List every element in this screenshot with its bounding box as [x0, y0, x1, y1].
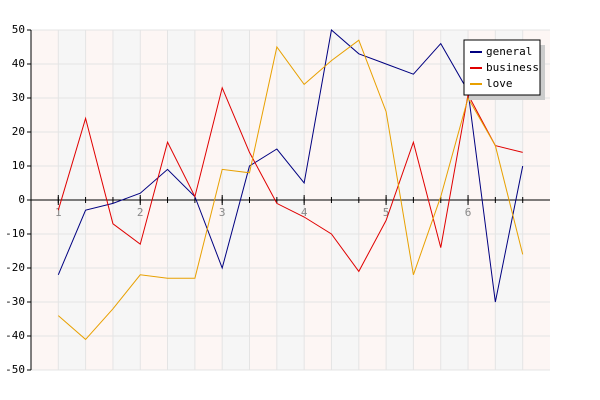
y-tick-label: -30	[5, 295, 25, 308]
legend-label: business	[486, 61, 539, 74]
y-tick-label: -10	[5, 227, 25, 240]
x-tick-label: 3	[219, 206, 226, 219]
x-tick-label: 1	[55, 206, 62, 219]
y-tick-label: -20	[5, 261, 25, 274]
x-tick-label: 5	[383, 206, 390, 219]
y-tick-label: 10	[12, 159, 25, 172]
y-tick-label: 20	[12, 125, 25, 138]
y-tick-label: -40	[5, 329, 25, 342]
series-line	[57, 39, 524, 341]
x-tick-label: 2	[137, 206, 144, 219]
series-line	[57, 86, 523, 273]
legend-label: general	[486, 45, 532, 58]
x-tick-label: 4	[301, 206, 308, 219]
x-tick-label: 6	[465, 206, 472, 219]
y-tick-label: 0	[18, 193, 25, 206]
y-tick-label: -50	[5, 363, 25, 376]
y-tick-label: 30	[12, 91, 25, 104]
y-tick-label: 40	[12, 57, 25, 70]
series-line	[57, 29, 524, 303]
y-tick-label: 50	[12, 23, 25, 36]
legend-label: love	[486, 77, 513, 90]
